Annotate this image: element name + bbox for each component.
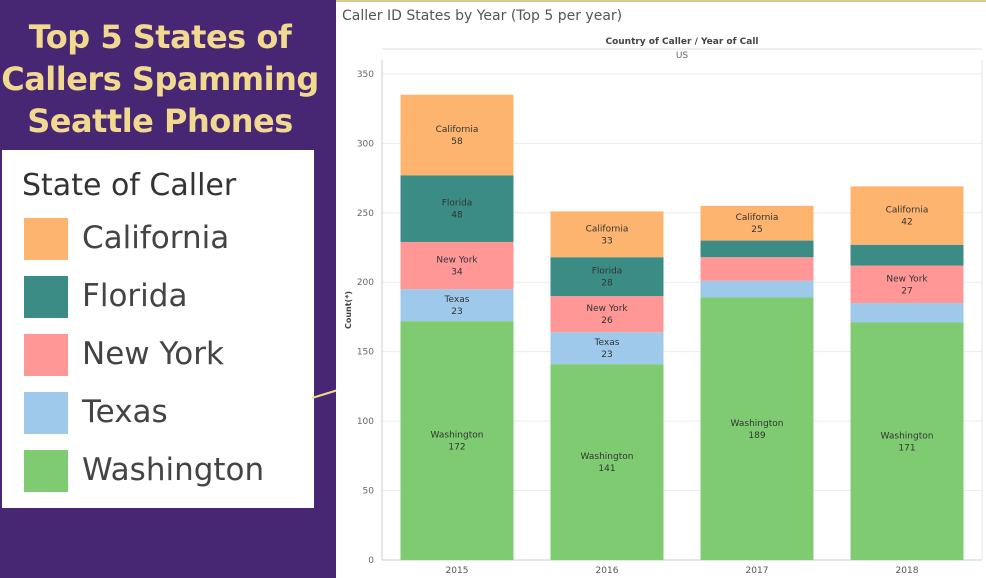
legend-label: Florida — [82, 278, 188, 314]
data-label-value: 141 — [598, 464, 615, 474]
data-label-name: Washington — [431, 431, 484, 441]
bar-washington-2015 — [400, 321, 514, 560]
data-label-name: Washington — [581, 452, 634, 462]
stacked-bar-chart: Country of Caller / Year of Call US 0 50 100… — [344, 37, 983, 576]
y-tick-label: 100 — [357, 417, 374, 427]
legend-label: Washington — [82, 452, 265, 488]
data-label-name: Washington — [881, 431, 934, 441]
y-tick-label: 0 — [368, 556, 374, 566]
legend-swatch — [24, 450, 68, 492]
chart-title: Caller ID States by Year (Top 5 per year… — [342, 8, 623, 24]
data-label-name: New York — [886, 274, 928, 284]
legend-label: California — [82, 220, 230, 256]
bar-texas-2016 — [550, 332, 664, 365]
bar-texas-2018 — [850, 303, 964, 323]
chart-group-label: US — [676, 51, 689, 61]
legend-swatch — [24, 276, 68, 318]
bar-texas-2017 — [700, 280, 814, 298]
bar-washington-2018 — [850, 322, 964, 560]
data-label-value: 26 — [601, 316, 613, 326]
legend-label: New York — [82, 336, 224, 372]
data-label-value: 27 — [901, 286, 912, 296]
bar-california-2018 — [850, 186, 964, 245]
data-label-value: 23 — [601, 350, 612, 360]
bar-new-york-2018 — [850, 265, 964, 304]
bar-washington-2016 — [550, 364, 664, 560]
data-label-name: California — [436, 125, 479, 135]
data-label-name: California — [736, 213, 779, 223]
legend-item-washington: Washington — [24, 450, 314, 494]
data-label-name: Texas — [594, 338, 620, 348]
bar-california-2017 — [700, 205, 814, 241]
connector-segment — [311, 389, 339, 399]
headline-line-2: Callers Spamming — [1, 60, 319, 98]
chart-panel: Caller ID States by Year (Top 5 per year… — [336, 0, 986, 578]
data-label-value: 28 — [601, 279, 613, 289]
headline-line-1: Top 5 States of — [28, 18, 292, 56]
x-tick-label: 2017 — [746, 566, 769, 576]
bar-new-york-2017 — [700, 257, 814, 281]
legend-swatch — [24, 392, 68, 434]
data-label-value: 23 — [451, 307, 462, 317]
x-tick-label: 2015 — [446, 566, 469, 576]
bar-new-york-2015 — [400, 241, 514, 290]
data-label-name: Florida — [442, 199, 473, 209]
y-tick-label: 50 — [363, 487, 375, 497]
y-tick-label: 200 — [357, 278, 374, 288]
headline-line-3: Seattle Phones — [27, 102, 293, 140]
bar-new-york-2016 — [550, 296, 664, 333]
bar-florida-2016 — [550, 257, 664, 297]
bar-california-2015 — [400, 94, 514, 176]
data-label-name: Texas — [444, 295, 470, 305]
data-label-value: 58 — [451, 137, 463, 147]
y-tick-label: 150 — [357, 348, 374, 358]
bar-florida-2018 — [850, 244, 964, 266]
bar-texas-2015 — [400, 289, 514, 322]
data-label-value: 33 — [601, 236, 612, 246]
data-label-value: 48 — [451, 211, 463, 221]
legend-title: State of Caller — [22, 168, 237, 203]
data-label-value: 42 — [901, 218, 912, 228]
headline: Top 5 States of Callers Spamming Seattle… — [0, 16, 320, 142]
connector-line — [311, 389, 339, 399]
data-label-name: Washington — [731, 419, 784, 429]
legend-item-florida: Florida — [24, 276, 314, 320]
y-tick-label: 350 — [357, 70, 374, 80]
bar-california-2016 — [550, 211, 664, 258]
data-label-value: 189 — [748, 431, 765, 441]
bar-florida-2017 — [700, 240, 814, 258]
bar-washington-2017 — [700, 297, 814, 560]
legend: State of Caller California Florida New Yor… — [2, 150, 314, 508]
data-label-value: 34 — [451, 268, 463, 278]
data-label-name: California — [886, 206, 929, 216]
legend-label: Texas — [82, 394, 168, 430]
data-label-name: New York — [586, 304, 628, 314]
y-tick-label: 300 — [357, 139, 374, 149]
data-label-name: California — [586, 224, 629, 234]
legend-swatch — [24, 334, 68, 376]
data-label-value: 25 — [751, 225, 762, 235]
x-tick-label: 2018 — [896, 566, 919, 576]
data-label-name: New York — [436, 256, 478, 266]
bar-florida-2015 — [400, 175, 514, 242]
y-axis-label: Count(*) — [344, 291, 353, 329]
chart-header-label: Country of Caller / Year of Call — [605, 37, 758, 47]
data-label-value: 171 — [898, 443, 915, 453]
y-tick-label: 250 — [357, 209, 374, 219]
data-label-name: Florida — [592, 267, 623, 277]
legend-item-texas: Texas — [24, 392, 314, 436]
legend-swatch — [24, 218, 68, 260]
legend-item-california: California — [24, 218, 314, 262]
legend-item-new-york: New York — [24, 334, 314, 378]
data-label-value: 172 — [448, 443, 465, 453]
x-tick-label: 2016 — [596, 566, 619, 576]
